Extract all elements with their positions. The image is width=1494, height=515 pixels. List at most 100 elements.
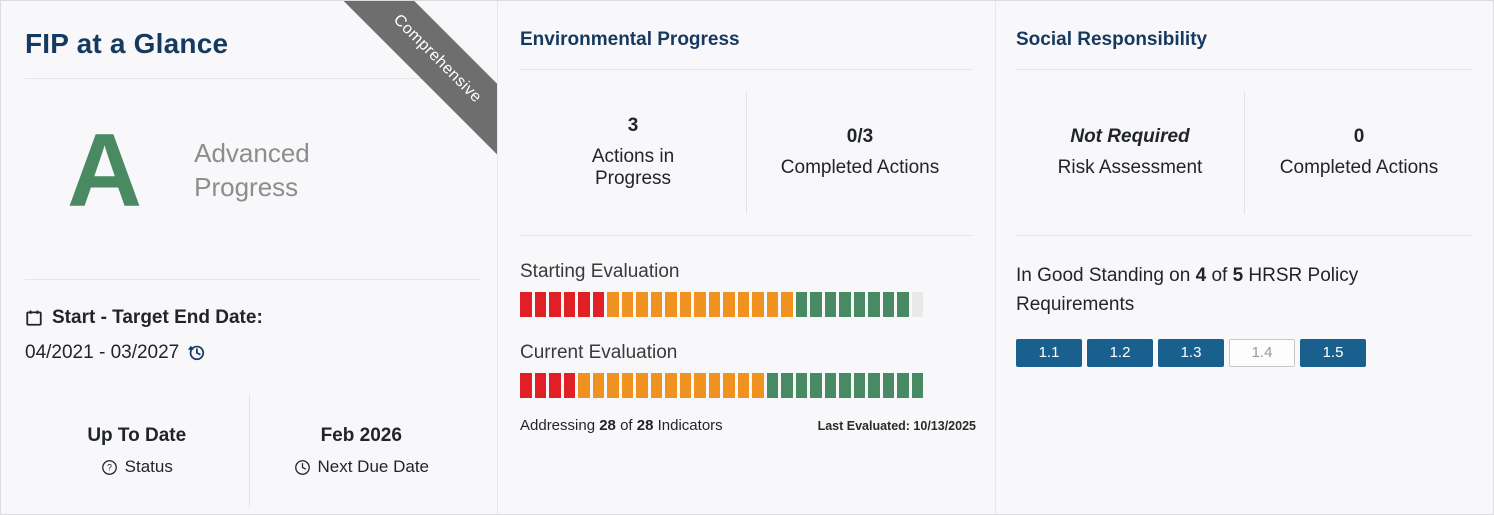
eval-segment-green [897, 373, 909, 398]
actions-in-progress-label: Actions in Progress [591, 146, 675, 189]
question-circle-icon[interactable]: ? [101, 459, 118, 476]
eval-segment-orange [621, 292, 633, 317]
status-value: Up To Date [87, 425, 187, 447]
eval-segment-orange [607, 373, 619, 398]
eval-segment-green [882, 292, 894, 317]
eval-segment-red [549, 373, 561, 398]
eval-segment-red [578, 292, 590, 317]
grade-row: A Advanced Progress [25, 89, 473, 253]
hrsr-badge-1-5[interactable]: 1.5 [1300, 338, 1366, 367]
dates-value: 04/2021 - 03/2027 [25, 342, 180, 364]
eval-segment-orange [578, 373, 590, 398]
eval-segment-orange [607, 292, 619, 317]
eval-segment-orange [694, 373, 706, 398]
hrsr-badges-row: 1.1 1.2 1.3 1.4 1.5 [1016, 338, 1473, 367]
eval-segment-red [563, 373, 575, 398]
eval-segment-green [810, 292, 822, 317]
completed-actions-label: Completed Actions [780, 157, 940, 178]
divider [746, 91, 747, 214]
hrsr-badge-1-3[interactable]: 1.3 [1158, 338, 1224, 367]
eval-segment-green [810, 373, 822, 398]
eval-segment-orange [679, 373, 691, 398]
divider [520, 69, 973, 70]
eval-segment-green [911, 373, 923, 398]
status-stat: Up To Date ? Status [25, 425, 249, 477]
hrsr-badge-1-2[interactable]: 1.2 [1087, 338, 1153, 367]
eval-segment-orange [737, 292, 749, 317]
addressing-post: Indicators [653, 417, 723, 434]
social-completed-actions-value: 0 [1353, 126, 1365, 147]
current-evaluation-label: Current Evaluation [520, 342, 678, 363]
starting-evaluation-block: Starting Evaluation [520, 261, 973, 317]
glance-panel: Comprehensive FIP at a Glance A Advanced… [1, 1, 498, 514]
eval-segment-green [853, 373, 865, 398]
next-due-label: Next Due Date [317, 457, 430, 477]
eval-segment-green [897, 292, 909, 317]
hrsr-standing-text: In Good Standing on 4 of 5 HRSR Policy R… [1016, 261, 1406, 320]
eval-segment-orange [636, 292, 648, 317]
social-completed-actions-stat: 0 Completed Actions [1245, 126, 1473, 179]
eval-segment-green [824, 373, 836, 398]
hrsr-badge-1-4[interactable]: 1.4 [1229, 338, 1295, 367]
risk-assessment-stat: Not Required Risk Assessment [1016, 126, 1244, 179]
eval-segment-orange [679, 292, 691, 317]
addressing-count: 28 [599, 417, 616, 434]
completed-actions-value: 0/3 [846, 126, 874, 147]
eval-segment-orange [708, 292, 720, 317]
environmental-title: Environmental Progress [520, 29, 740, 50]
eval-segment-green [853, 292, 865, 317]
eval-segment-orange [621, 373, 633, 398]
dates-label-row: Start - Target End Date: [25, 302, 263, 333]
eval-segment-red [549, 292, 561, 317]
dates-label: Start - Target End Date: [52, 307, 263, 328]
calendar-icon [26, 310, 42, 326]
next-due-stat: Feb 2026 Next Due Date [250, 425, 474, 477]
eval-segment-green [882, 373, 894, 398]
addressing-indicators-text: Addressing 28 of 28 Indicators [520, 417, 723, 434]
eval-segment-orange [592, 373, 604, 398]
eval-segment-green [824, 292, 836, 317]
completed-actions-stat: 0/3 Completed Actions [747, 126, 973, 179]
eval-segment-orange [766, 292, 778, 317]
eval-segment-red [592, 292, 604, 317]
addressing-mid: of [615, 417, 637, 434]
social-title: Social Responsibility [1016, 29, 1208, 50]
divider [1244, 91, 1245, 214]
eval-segment-orange [636, 373, 648, 398]
eval-segment-orange [708, 373, 720, 398]
clock-icon [294, 459, 310, 475]
divider [248, 395, 250, 508]
eval-segment-red [534, 292, 546, 317]
eval-segment-empty [911, 292, 923, 317]
standing-total: 5 [1232, 265, 1244, 286]
hrsr-badge-1-1[interactable]: 1.1 [1016, 338, 1082, 367]
starting-evaluation-bar [520, 292, 923, 317]
eval-segment-orange [723, 292, 735, 317]
standing-good-count: 4 [1195, 265, 1207, 286]
divider [1016, 69, 1473, 70]
social-stats-row: Not Required Risk Assessment 0 Completed… [1016, 70, 1473, 235]
status-label: Status [124, 457, 173, 477]
eval-segment-orange [650, 373, 662, 398]
grade-letter: A [67, 113, 143, 229]
glance-stats-row: Up To Date ? Status Feb 2026 [25, 392, 473, 510]
history-icon[interactable] [187, 343, 206, 362]
eval-segment-green [781, 373, 793, 398]
environmental-panel: Environmental Progress 3 Actions in Prog… [498, 1, 996, 514]
eval-segment-green [839, 292, 851, 317]
divider [520, 235, 973, 236]
eval-segment-green [868, 373, 880, 398]
eval-segment-orange [737, 373, 749, 398]
addressing-total: 28 [636, 417, 654, 434]
eval-segment-orange [723, 373, 735, 398]
social-completed-actions-label: Completed Actions [1279, 157, 1439, 178]
social-panel: Social Responsibility Not Required Risk … [996, 1, 1493, 514]
risk-assessment-value: Not Required [1070, 126, 1190, 147]
eval-segment-green [766, 373, 778, 398]
next-due-value: Feb 2026 [320, 425, 402, 447]
standing-post: HRSR Policy Requirements [1016, 265, 1359, 316]
starting-evaluation-label: Starting Evaluation [520, 261, 680, 282]
svg-text:?: ? [107, 463, 112, 473]
eval-segment-red [520, 373, 532, 398]
